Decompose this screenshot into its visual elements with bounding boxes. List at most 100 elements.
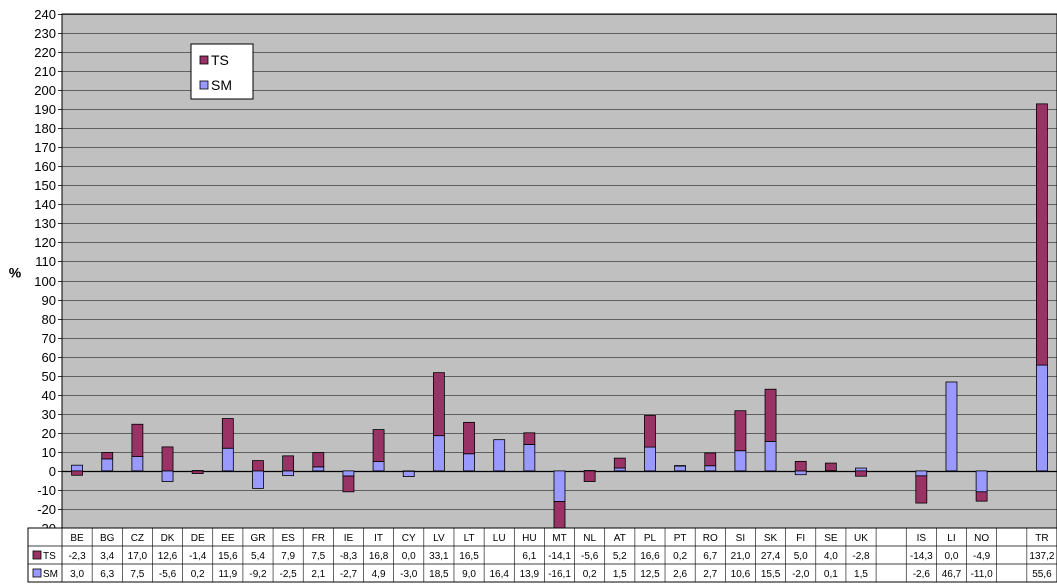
table-cell-TS: 33,1 (429, 551, 449, 562)
table-cell-TS: -14,3 (910, 551, 933, 562)
table-cell-SM: -9,2 (249, 569, 267, 580)
bar-ts-SI (734, 410, 747, 452)
x-tick-label: CZ (131, 533, 144, 544)
y-tick-label: 60 (42, 350, 56, 365)
bar-ts-LV (432, 372, 445, 437)
x-tick-label: SE (824, 533, 838, 544)
gridlines (58, 14, 1057, 529)
x-tick-label: DE (191, 533, 205, 544)
x-tick-label: PT (674, 533, 687, 544)
bar-ts-CZ (131, 423, 144, 458)
x-tick-label: CY (402, 533, 416, 544)
bar-ts-CY (402, 470, 415, 472)
bar-sm-IE (342, 470, 355, 477)
table-cell-SM: 2,1 (311, 569, 325, 580)
bar-ts-DE (191, 470, 204, 474)
bar-sm-GR (252, 470, 264, 489)
bar-sm-SK (764, 440, 777, 472)
table-cell-TS: 15,6 (218, 551, 238, 562)
table-cell-SM: 13,9 (520, 569, 540, 580)
bar-sm-PL (644, 446, 656, 472)
bar-ts-SE (824, 462, 837, 472)
table-cell-SM: -2,6 (913, 569, 931, 580)
y-tick-label: 70 (42, 331, 56, 346)
bar-sm-LI (945, 381, 958, 472)
y-tick-label: 150 (34, 178, 56, 193)
data-table: BE BG CZ DK DE EE GR ES FR IE IT CY LV LT LU HU MT NL AT PL… (27, 527, 1057, 583)
legend-label-TS: TS (211, 52, 229, 68)
table-cell-TS: 0,2 (673, 551, 687, 562)
y-tick-label: 130 (34, 216, 56, 231)
x-tick-label: UK (854, 533, 868, 544)
bar-sm-RO (704, 465, 717, 472)
table-cell-SM: -2,5 (280, 569, 298, 580)
y-tick-label: 220 (34, 45, 56, 60)
table-cell-TS: -4,9 (973, 551, 991, 562)
y-tick-labels: -30-20-100102030405060708090100110120130… (34, 7, 56, 536)
y-tick-label: 200 (34, 83, 56, 98)
bar-sm-UK (855, 467, 867, 472)
table-cell-TS: 16,5 (459, 551, 479, 562)
y-tick-label: 120 (34, 235, 56, 250)
table-cell-TS: 17,0 (128, 551, 148, 562)
table-cell-TS: 12,6 (158, 551, 178, 562)
x-tick-label: IE (344, 533, 354, 544)
x-tick-label: DK (161, 533, 175, 544)
bar-ts-IS (915, 475, 928, 504)
table-cell-SM: 11,9 (218, 569, 237, 580)
x-tick-label: NL (583, 533, 596, 544)
bar-ts-FR (312, 452, 325, 468)
y-tick-label: 50 (42, 369, 56, 384)
y-tick-label: 230 (34, 26, 56, 41)
bar-sm-MT (553, 470, 566, 502)
y-tick-label: 180 (34, 121, 56, 136)
x-tick-label: IT (374, 533, 383, 544)
y-axis-label: % (9, 265, 22, 281)
bar-ts-PT (674, 465, 687, 467)
table-cell-SM: 0,2 (191, 569, 205, 580)
table-swatch-SM (32, 568, 42, 578)
bar-ts-BE (71, 470, 83, 476)
y-tick-label: 10 (42, 445, 56, 460)
bar-sm-BE (71, 464, 83, 472)
x-tick-label: AT (614, 533, 626, 544)
x-tick-label: LT (464, 533, 475, 544)
table-cell-SM: 7,5 (130, 569, 144, 580)
x-tick-label: BE (70, 533, 84, 544)
table-cell-SM: 15,5 (761, 569, 781, 580)
x-tick-label: LU (493, 533, 506, 544)
x-tick-label: NO (974, 533, 989, 544)
table-cell-TS: 5,2 (613, 551, 627, 562)
bar-ts-IT (372, 429, 385, 462)
bar-ts-LI (945, 470, 958, 472)
bar-ts-PL (644, 415, 656, 448)
bar-ts-UK (855, 470, 867, 477)
bar-ts-MT (553, 501, 566, 529)
bar-sm-LU (493, 439, 506, 472)
legend-swatch-SM (199, 80, 209, 90)
bar-sm-BG (101, 458, 114, 472)
bar-sm-FI (794, 470, 807, 476)
y-tick-label: 20 (42, 426, 56, 441)
table-cell-TS: 27,4 (761, 551, 781, 562)
bar-sm-AT (613, 467, 626, 472)
bar-ts-NL (583, 470, 596, 482)
bar-ts-SK (764, 388, 777, 442)
table-cell-TS: 7,5 (311, 551, 325, 562)
bar-ts-GR (252, 460, 264, 472)
y-tick-label: -20 (37, 502, 56, 517)
table-cell-SM: 10,6 (731, 569, 751, 580)
table-cell-TS: 7,9 (281, 551, 295, 562)
bar-ts-ES (282, 455, 295, 472)
table-cell-TS: 16,6 (640, 551, 660, 562)
bar-sm-LV (432, 435, 445, 472)
bar-sm-IS (915, 470, 928, 477)
table-cell-TS: 16,8 (369, 551, 389, 562)
x-tick-label: SK (764, 533, 778, 544)
y-tick-label: 110 (35, 254, 56, 269)
bar-ts-IE (342, 475, 355, 493)
y-tick-label: 90 (42, 293, 56, 308)
table-cell-TS: 5,0 (794, 551, 808, 562)
x-tick-label: RO (703, 533, 718, 544)
